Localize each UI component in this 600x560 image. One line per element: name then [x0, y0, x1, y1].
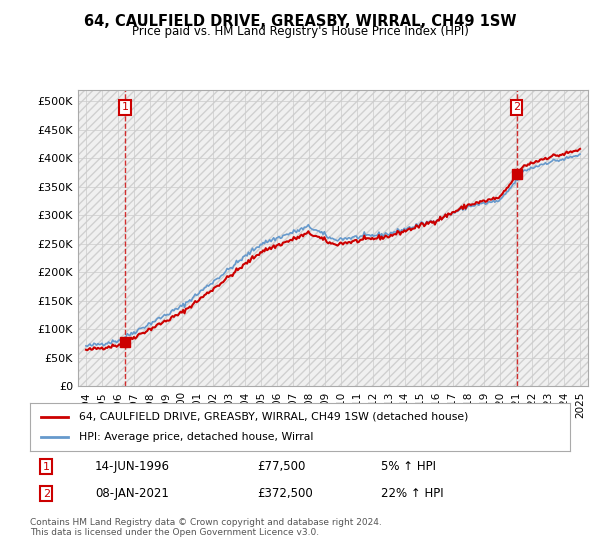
Text: 2: 2	[513, 102, 520, 113]
Text: 5% ↑ HPI: 5% ↑ HPI	[381, 460, 436, 473]
Text: 64, CAULFIELD DRIVE, GREASBY, WIRRAL, CH49 1SW (detached house): 64, CAULFIELD DRIVE, GREASBY, WIRRAL, CH…	[79, 412, 468, 422]
Text: 1: 1	[43, 461, 50, 472]
Text: HPI: Average price, detached house, Wirral: HPI: Average price, detached house, Wirr…	[79, 432, 313, 442]
Text: 08-JAN-2021: 08-JAN-2021	[95, 487, 169, 500]
Text: 64, CAULFIELD DRIVE, GREASBY, WIRRAL, CH49 1SW: 64, CAULFIELD DRIVE, GREASBY, WIRRAL, CH…	[84, 14, 516, 29]
Text: £77,500: £77,500	[257, 460, 305, 473]
Text: 1: 1	[122, 102, 128, 113]
Text: 22% ↑ HPI: 22% ↑ HPI	[381, 487, 443, 500]
Text: 14-JUN-1996: 14-JUN-1996	[95, 460, 170, 473]
Text: £372,500: £372,500	[257, 487, 313, 500]
Text: Contains HM Land Registry data © Crown copyright and database right 2024.
This d: Contains HM Land Registry data © Crown c…	[30, 518, 382, 538]
Text: 2: 2	[43, 488, 50, 498]
Text: Price paid vs. HM Land Registry's House Price Index (HPI): Price paid vs. HM Land Registry's House …	[131, 25, 469, 38]
